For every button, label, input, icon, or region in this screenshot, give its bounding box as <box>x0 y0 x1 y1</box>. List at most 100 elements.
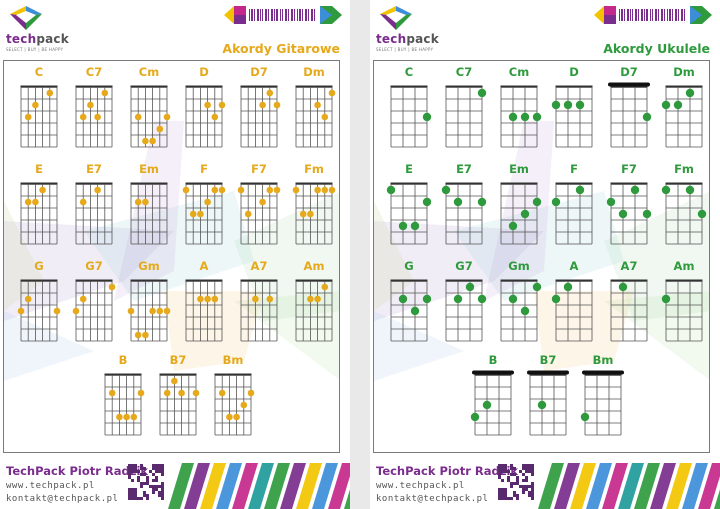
guitar-chord-d: D <box>175 65 233 155</box>
finger-dot <box>532 197 542 207</box>
finger-dot <box>32 198 39 206</box>
guitar-chord-a7: A7 <box>230 259 288 349</box>
finger-dot <box>211 186 219 194</box>
finger-dot <box>211 113 219 121</box>
finger-dot <box>563 282 573 292</box>
guitar-chord-b7: B7 <box>149 353 207 443</box>
chord-name: G <box>34 259 44 273</box>
finger-dot <box>149 137 156 145</box>
chord-diagram <box>500 182 542 245</box>
chord-name: A <box>569 259 579 273</box>
finger-dot <box>247 389 255 397</box>
finger-dot <box>240 401 248 409</box>
chord-diagram <box>661 85 703 148</box>
chord-diagram <box>390 85 432 148</box>
finger-dot <box>273 101 281 109</box>
barre-mark <box>582 370 624 375</box>
finger-dot <box>537 400 547 410</box>
chord-diagram <box>551 85 593 148</box>
finger-dot <box>218 186 226 194</box>
finger-dot <box>685 185 695 195</box>
finger-dot <box>79 113 87 121</box>
ukulele-chord-b: B <box>464 353 522 443</box>
guitar-chord-g7: G7 <box>65 259 123 349</box>
chord-name: Em <box>509 162 529 176</box>
chord-name: D7 <box>620 65 638 79</box>
footer-company-name: TechPack Piotr Radzik <box>376 464 519 478</box>
finger-dot <box>642 209 652 219</box>
guitar-chord-em: Em <box>120 162 178 252</box>
chord-name: F7 <box>251 162 267 176</box>
chord-name: F7 <box>621 162 637 176</box>
barcode-logo-icon <box>594 6 712 24</box>
footer-website-link[interactable]: www.techpack.pl <box>6 481 95 491</box>
finger-dot <box>79 198 87 206</box>
footer-email-link[interactable]: kontakt@techpack.pl <box>376 494 489 504</box>
finger-dot <box>508 112 518 122</box>
chord-name: B <box>118 353 128 367</box>
barre-mark <box>472 370 514 375</box>
finger-dot <box>410 306 420 316</box>
chord-name: A7 <box>620 259 638 273</box>
finger-dot <box>204 101 211 109</box>
guitar-chart-sheet: techpack SELECT | BUY | BE HAPPY Akordy … <box>0 0 350 509</box>
chord-diagram <box>214 373 255 436</box>
finger-dot <box>39 186 46 194</box>
chord-diagram <box>130 85 171 148</box>
finger-dot <box>453 197 463 207</box>
chord-name: C7 <box>85 65 103 79</box>
chord-diagram <box>20 85 58 148</box>
chord-name: E7 <box>86 162 102 176</box>
footer-website-link[interactable]: www.techpack.pl <box>376 481 465 491</box>
finger-dot <box>137 389 145 397</box>
finger-dot <box>237 186 245 194</box>
chord-name: D7 <box>250 65 268 79</box>
guitar-chord-a: A <box>175 259 233 349</box>
finger-dot <box>575 100 585 110</box>
finger-dot <box>163 307 171 315</box>
footer-email-link[interactable]: kontakt@techpack.pl <box>6 494 119 504</box>
ukulele-chord-em: Em <box>490 162 548 252</box>
finger-dot <box>134 113 142 121</box>
finger-dot <box>520 112 530 122</box>
finger-dot <box>204 198 211 206</box>
chord-name: D <box>569 65 579 79</box>
chord-diagram <box>130 182 168 245</box>
finger-dot <box>24 295 32 303</box>
finger-dot <box>580 412 590 422</box>
background-geometric-art <box>4 121 339 381</box>
chord-diagram <box>610 279 648 342</box>
ukulele-chord-bm: Bm <box>574 353 632 443</box>
finger-dot <box>398 294 408 304</box>
finger-dot <box>94 113 101 121</box>
finger-dot <box>386 185 396 195</box>
finger-dot <box>551 197 561 207</box>
footer-company-name: TechPack Piotr Radzik <box>6 464 149 478</box>
finger-dot <box>314 295 321 303</box>
chord-name: C7 <box>455 65 473 79</box>
finger-dot <box>142 137 149 145</box>
ukulele-chord-c7: C7 <box>435 65 493 155</box>
chord-diagram <box>292 182 336 245</box>
chord-diagram <box>500 85 542 148</box>
chord-name: Gm <box>508 259 530 273</box>
finger-dot <box>197 210 204 218</box>
chord-diagram <box>240 85 281 148</box>
chord-diagram <box>185 85 226 148</box>
footer-zigzag-banner <box>168 463 350 509</box>
finger-dot <box>673 100 683 110</box>
finger-dot <box>314 101 321 109</box>
guitar-chord-cm: Cm <box>120 65 178 155</box>
finger-dot <box>477 197 487 207</box>
chord-name: Fm <box>304 162 324 176</box>
finger-dot <box>142 331 149 339</box>
finger-dot <box>551 100 561 110</box>
chord-name: Bm <box>592 353 614 367</box>
chord-name: G <box>404 259 414 273</box>
finger-dot <box>482 400 492 410</box>
finger-dot <box>685 88 695 98</box>
finger-dot <box>328 89 336 97</box>
finger-dot <box>149 307 156 315</box>
finger-dot <box>156 307 164 315</box>
guitar-chord-f: F <box>175 162 233 252</box>
